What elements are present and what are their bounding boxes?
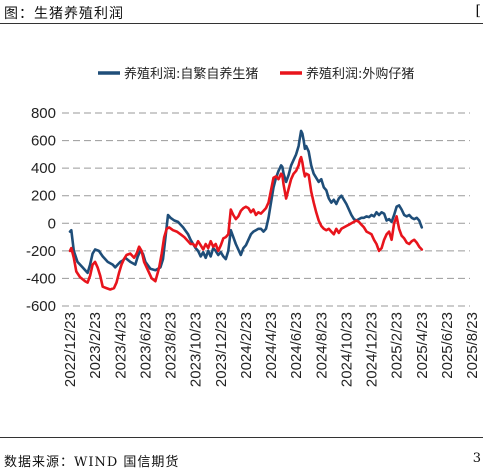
x-tick-label: 2024/12/23 [364, 312, 381, 387]
x-tick-label: 2024/6/23 [288, 312, 305, 379]
y-tick-label: -400 [26, 270, 56, 287]
x-tick-label: 2023/8/23 [163, 312, 180, 379]
series-line-1 [68, 155, 424, 291]
x-tick-label: 2024/2/23 [238, 312, 255, 379]
y-tick-label: 600 [31, 133, 56, 150]
x-axis-ticks: 2022/12/23 2023/2/23 2023/4/23 2023/6/23 202… [62, 312, 481, 387]
x-tick-label: 2025/8/23 [464, 312, 481, 379]
x-tick-label: 2023/4/23 [112, 312, 129, 379]
x-tick-label: 2024/10/23 [338, 312, 355, 387]
bottom-rule [0, 437, 483, 438]
x-tick-label: 2024/4/23 [263, 312, 280, 379]
y-tick-label: 200 [31, 188, 56, 205]
top-rule [0, 23, 483, 24]
y-tick-label: 400 [31, 160, 56, 177]
y-tick-label: 800 [31, 105, 56, 122]
x-tick-label: 2025/6/23 [439, 312, 456, 379]
series-lines [68, 129, 424, 291]
chart-legend: 养殖利润:自繁自养生猪 养殖利润:外购仔猪 [98, 66, 414, 82]
source-note: 数据来源：WIND 国信期货 [4, 455, 180, 470]
y-tick-label: -200 [26, 243, 56, 260]
header-corner-mark: [ [475, 3, 481, 19]
x-tick-label: 2023/6/23 [137, 312, 154, 379]
y-tick-label: -600 [26, 298, 56, 315]
figure-title: 图：生猪养殖利润 [4, 6, 124, 22]
x-tick-label: 2025/4/23 [414, 312, 431, 379]
legend-label-0: 养殖利润:自繁自养生猪 [124, 66, 258, 82]
series-line-0 [68, 129, 424, 275]
footer-corner-mark: 3 [472, 451, 481, 466]
x-tick-label: 2025/2/23 [389, 312, 406, 379]
x-tick-label: 2023/12/23 [213, 312, 230, 387]
y-tick-label: 0 [48, 215, 56, 232]
y-axis-ticks: 800 600 400 200 0 -200 -400 -600 [26, 105, 56, 315]
x-tick-label: 2023/10/23 [188, 312, 205, 387]
x-tick-label: 2022/12/23 [62, 312, 79, 387]
x-tick-label: 2023/2/23 [87, 312, 104, 379]
legend-label-1: 养殖利润:外购仔猪 [306, 66, 414, 82]
x-tick-label: 2024/8/23 [313, 312, 330, 379]
